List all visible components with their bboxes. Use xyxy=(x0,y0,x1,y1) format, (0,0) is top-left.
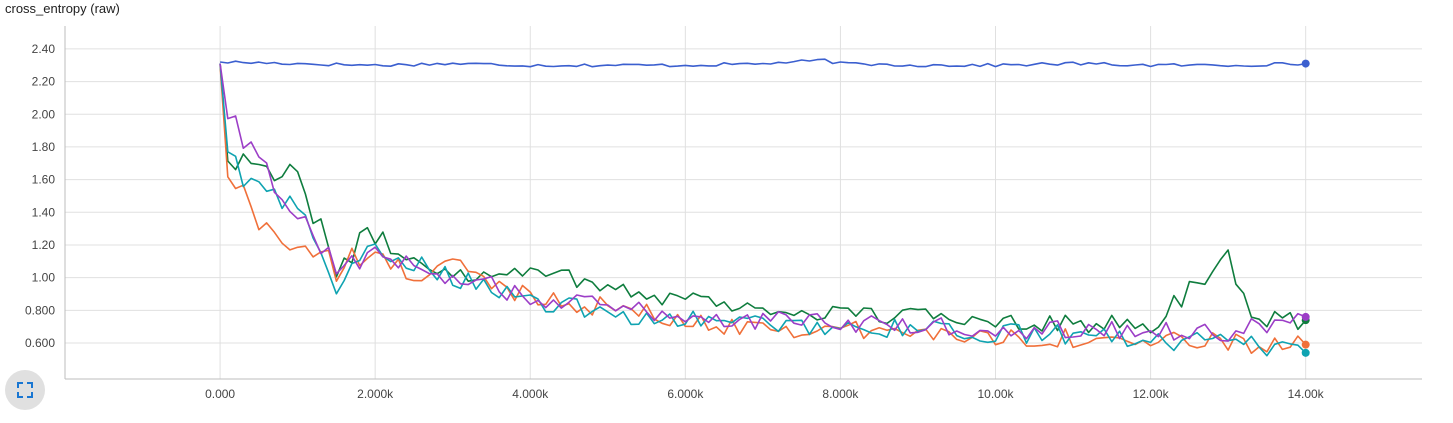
y-tick-label: 1.20 xyxy=(32,238,56,252)
fullscreen-expand-icon xyxy=(17,382,33,398)
x-tick-label: 8.000k xyxy=(822,387,859,401)
x-tick-label: 10.00k xyxy=(977,387,1014,401)
x-tick-label: 14.00k xyxy=(1288,387,1325,401)
series-end-point-orange xyxy=(1301,340,1310,349)
y-tick-label: 0.600 xyxy=(25,336,55,350)
chart-title: cross_entropy (raw) xyxy=(5,1,120,16)
y-tick-label: 1.40 xyxy=(32,205,56,219)
expand-button[interactable] xyxy=(5,370,45,410)
y-tick-label: 1.00 xyxy=(32,271,56,285)
x-tick-label: 0.000 xyxy=(205,387,235,401)
x-tick-label: 12.00k xyxy=(1133,387,1170,401)
series-line-green xyxy=(219,63,1307,334)
x-tick-label: 6.000k xyxy=(667,387,704,401)
series-line-teal xyxy=(219,63,1307,357)
y-tick-label: 1.80 xyxy=(32,140,56,154)
x-tick-label: 2.000k xyxy=(357,387,394,401)
y-tick-label: 2.00 xyxy=(32,107,56,121)
y-tick-label: 2.20 xyxy=(32,75,56,89)
series-end-point-purple xyxy=(1301,312,1310,321)
series-line-blue xyxy=(219,58,1306,68)
series-end-point-teal xyxy=(1301,348,1310,357)
y-tick-label: 1.60 xyxy=(32,173,56,187)
x-tick-label: 4.000k xyxy=(512,387,549,401)
y-tick-label: 2.40 xyxy=(32,42,56,56)
y-tick-label: 0.800 xyxy=(25,303,55,317)
series-line-purple xyxy=(219,63,1307,342)
series-end-point-blue xyxy=(1301,59,1310,68)
